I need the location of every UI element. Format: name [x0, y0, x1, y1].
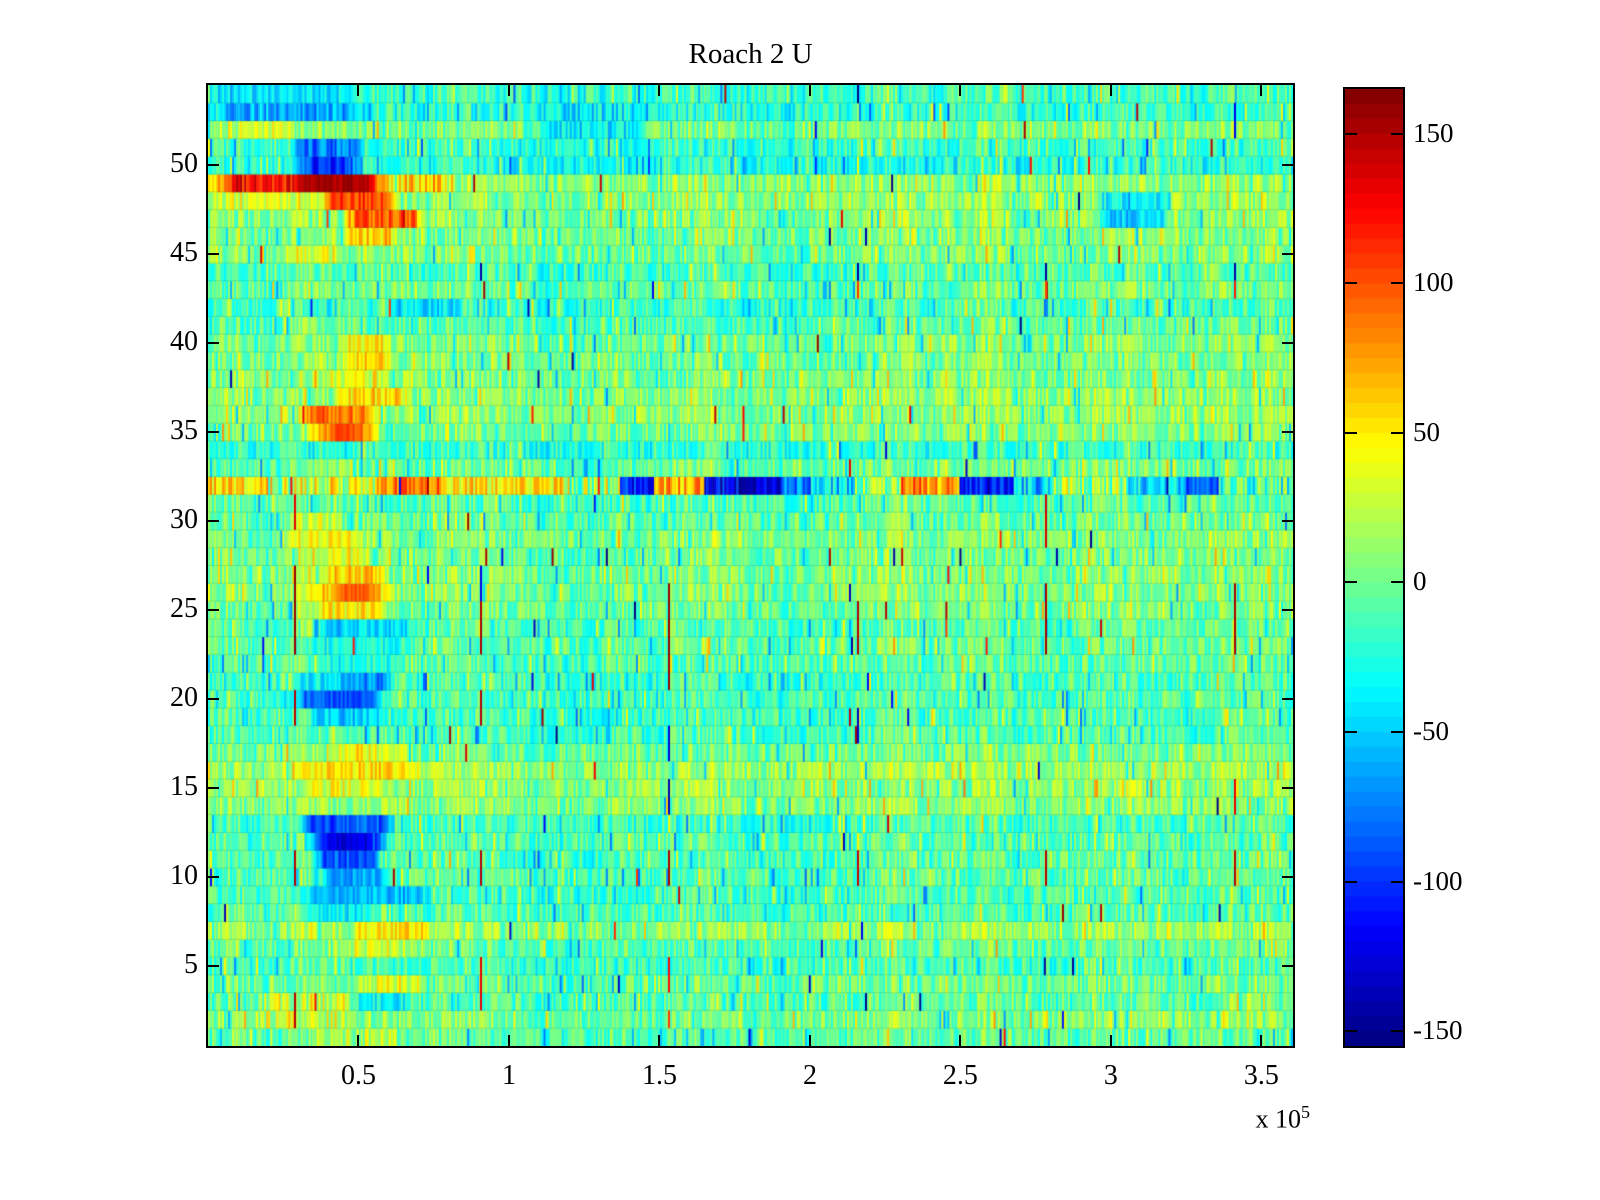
y-axis-tick	[208, 253, 219, 256]
x-axis-tick	[1260, 1035, 1263, 1046]
x-axis-tick-label: 1.5	[641, 1060, 677, 1091]
colorbar-tick	[1345, 730, 1357, 733]
y-axis-tick	[1282, 520, 1293, 522]
x-axis-tick-label: 0.5	[340, 1060, 376, 1091]
colorbar-tick-label: 150	[1413, 117, 1454, 148]
y-axis-tick	[1282, 875, 1293, 878]
y-axis-tick	[1282, 431, 1293, 434]
colorbar-tick-label: -150	[1413, 1015, 1463, 1046]
colorbar	[1343, 87, 1405, 1048]
colorbar-canvas	[1345, 89, 1403, 1046]
colorbar-tick	[1391, 132, 1403, 135]
y-axis-tick	[208, 608, 219, 611]
colorbar-tick-label: -100	[1413, 865, 1463, 896]
y-axis-tick-label: 5	[184, 948, 198, 980]
x-axis-tick-label: 2	[802, 1060, 817, 1091]
y-axis-tick-label: 25	[170, 592, 198, 624]
x-axis-tick	[1109, 1035, 1112, 1046]
colorbar-tick	[1391, 581, 1403, 584]
x-axis-tick	[1260, 85, 1263, 96]
x-axis-tick	[357, 85, 360, 96]
colorbar-tick	[1345, 581, 1357, 584]
plot-title: Roach 2 U	[688, 38, 813, 70]
y-axis-tick-label: 15	[170, 770, 198, 802]
x-axis-tick-label: 3.5	[1243, 1060, 1279, 1091]
colorbar-tick	[1345, 282, 1357, 285]
y-axis-tick-label: 30	[170, 504, 198, 535]
colorbar-tick	[1391, 730, 1403, 733]
x-axis-tick-label: 2.5	[942, 1060, 978, 1091]
x-axis-tick	[658, 1035, 661, 1046]
x-axis-tick-label: 1	[501, 1060, 516, 1091]
y-axis-tick	[208, 342, 219, 345]
colorbar-tick-label: -50	[1413, 715, 1449, 746]
y-axis-tick	[1282, 786, 1293, 789]
y-axis-tick-label: 40	[170, 326, 198, 358]
colorbar-tick	[1391, 880, 1403, 883]
axis-scale-label: x 105	[1170, 1102, 1311, 1135]
x-axis-tick	[507, 85, 510, 96]
colorbar-tick	[1345, 132, 1357, 135]
x-axis-tick-label: 3	[1103, 1060, 1118, 1091]
colorbar-tick	[1391, 431, 1403, 434]
y-axis-tick	[208, 964, 219, 967]
y-axis-tick	[1282, 342, 1293, 345]
y-axis-tick-label: 45	[170, 237, 198, 269]
colorbar-tick	[1391, 1030, 1403, 1033]
y-axis-tick	[1282, 164, 1293, 167]
x-axis-tick	[357, 1035, 360, 1046]
colorbar-tick-label: 100	[1413, 267, 1454, 298]
x-axis-tick	[808, 85, 811, 96]
x-axis-tick	[507, 1035, 510, 1046]
heatmap-canvas	[208, 85, 1293, 1046]
y-axis-tick-label: 35	[170, 415, 198, 447]
colorbar-tick-label: 50	[1413, 416, 1440, 447]
x-axis-tick	[658, 85, 661, 96]
axis-scale-exponent: 5	[1301, 1102, 1310, 1122]
y-axis-tick-label: 20	[170, 681, 198, 713]
x-axis-tick	[959, 1035, 962, 1046]
heatmap-plot-area	[206, 83, 1295, 1048]
y-axis-tick	[208, 431, 219, 434]
y-axis-tick	[1282, 253, 1293, 256]
x-axis-tick	[959, 85, 962, 96]
colorbar-tick	[1345, 880, 1357, 883]
y-axis-tick-label: 50	[170, 148, 198, 180]
axis-scale-prefix: x 10	[1255, 1104, 1302, 1134]
colorbar-tick	[1345, 1030, 1357, 1033]
colorbar-tick-label: 0	[1413, 566, 1427, 597]
y-axis-tick	[1282, 964, 1293, 967]
x-axis-tick	[808, 1035, 811, 1046]
y-axis-tick	[1282, 608, 1293, 611]
y-axis-tick	[208, 875, 219, 878]
y-axis-tick	[208, 520, 219, 522]
y-axis-tick	[208, 164, 219, 167]
y-axis-tick-label: 10	[170, 859, 198, 891]
colorbar-tick	[1391, 282, 1403, 285]
y-axis-tick	[208, 786, 219, 789]
x-axis-tick	[1109, 85, 1112, 96]
y-axis-tick	[208, 697, 219, 700]
y-axis-tick	[1282, 697, 1293, 700]
colorbar-tick	[1345, 431, 1357, 434]
